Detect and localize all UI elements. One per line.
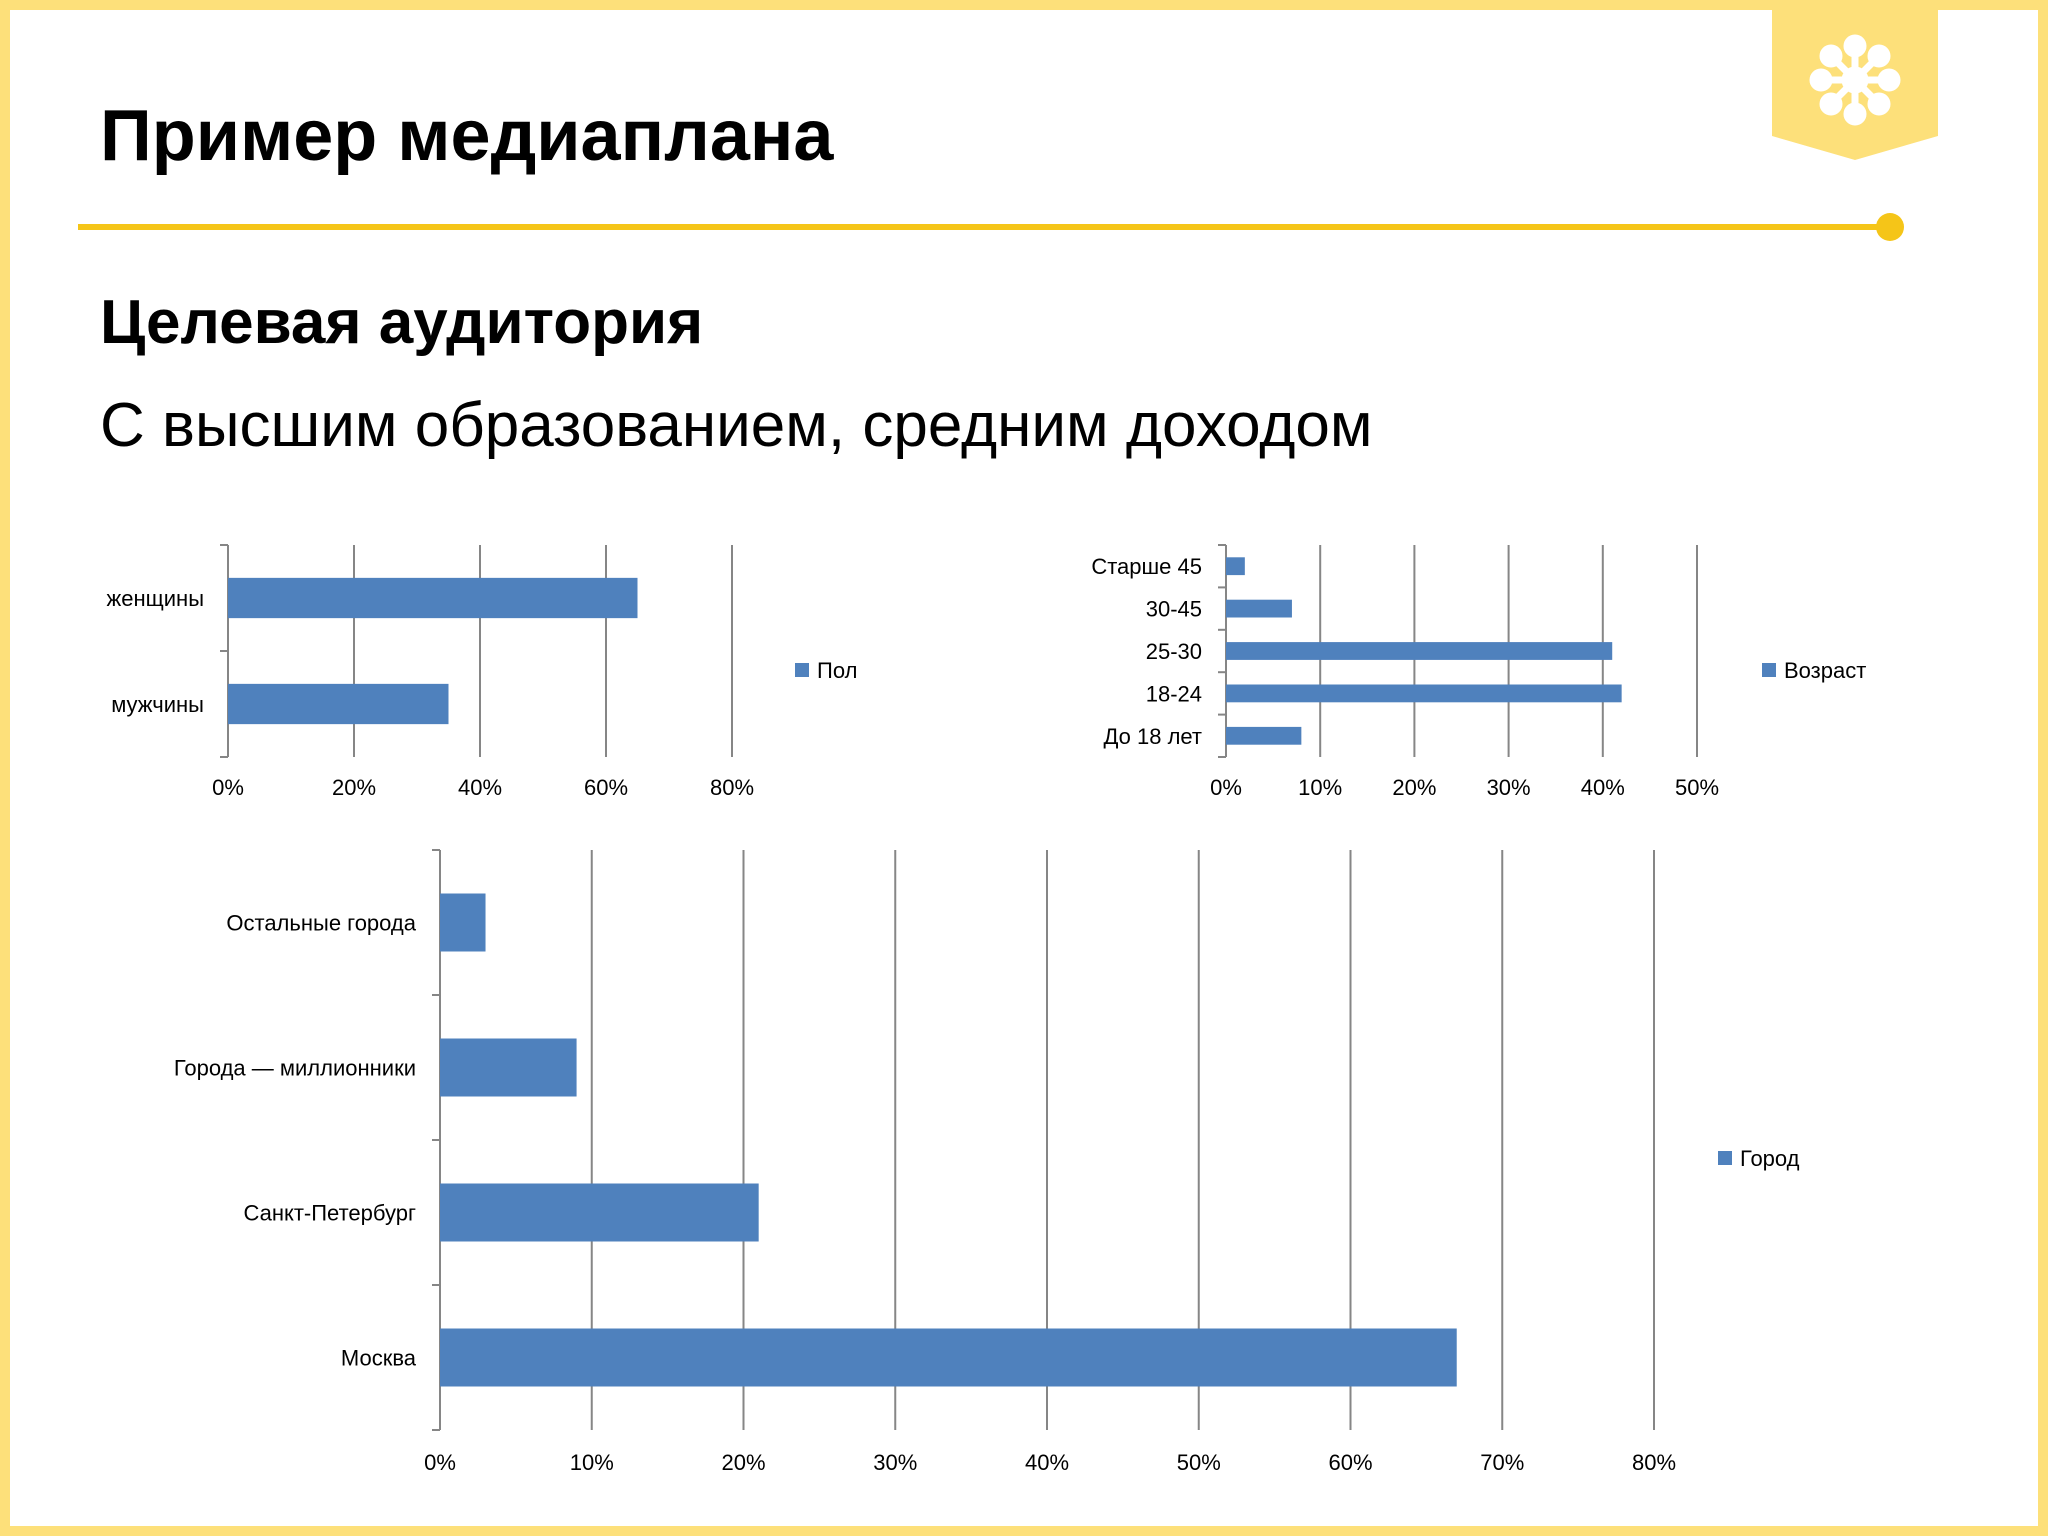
age-bar xyxy=(1226,642,1613,660)
city-x-tick-label: 30% xyxy=(873,1450,917,1475)
gender-legend-swatch xyxy=(795,663,809,677)
city-x-tick-label: 80% xyxy=(1632,1450,1676,1475)
age-x-tick-label: 0% xyxy=(1210,775,1242,800)
city-bar xyxy=(440,1328,1457,1387)
age-x-tick-label: 40% xyxy=(1581,775,1625,800)
city-category-label: Санкт-Петербург xyxy=(243,1201,416,1226)
gender-chart-svg: 0% 20% 40% 60% 80% мужчины женщины Пол xyxy=(107,544,857,800)
age-bar xyxy=(1226,684,1622,703)
age-bar xyxy=(1226,557,1245,576)
city-legend-swatch xyxy=(1718,1151,1732,1165)
gender-x-tick-label: 40% xyxy=(458,775,502,800)
age-x-tick-label: 50% xyxy=(1675,775,1719,800)
city-category-label: Москва xyxy=(341,1346,417,1371)
gender-category-label: мужчины xyxy=(111,692,204,717)
age-category-label: 18-24 xyxy=(1146,681,1202,706)
age-x-tick-label: 10% xyxy=(1298,775,1342,800)
age-category-label: 30-45 xyxy=(1146,597,1202,622)
underline-end-dot xyxy=(1876,213,1904,241)
city-x-tick-label: 50% xyxy=(1177,1450,1221,1475)
age-category-label: 25-30 xyxy=(1146,639,1202,664)
city-chart-svg: 0% 10% 20% 30% 40% 50% 60% 70% 80% Москва Санкт-Пе… xyxy=(174,849,1800,1475)
age-chart: 0% 10% 20% 30% 40% 50% До 18 лет 18-24 25-30 30-4… xyxy=(1000,530,1900,820)
city-x-tick-label: 60% xyxy=(1328,1450,1372,1475)
gender-x-tick-label: 20% xyxy=(332,775,376,800)
city-bar xyxy=(440,1038,577,1097)
city-bar xyxy=(440,893,486,952)
city-x-tick-label: 10% xyxy=(570,1450,614,1475)
gender-bar xyxy=(228,683,449,725)
logo-icon xyxy=(1772,0,1938,160)
age-bar xyxy=(1226,599,1292,618)
city-bar xyxy=(440,1183,759,1242)
gender-legend-label: Пол xyxy=(817,658,857,683)
age-chart-svg: 0% 10% 20% 30% 40% 50% До 18 лет 18-24 25-30 30-4… xyxy=(1091,544,1866,800)
city-x-tick-label: 40% xyxy=(1025,1450,1069,1475)
gender-x-tick-label: 0% xyxy=(212,775,244,800)
city-category-label: Города — миллионники xyxy=(174,1056,416,1081)
audience-description: С высшим образованием, средним доходом xyxy=(100,391,1373,460)
city-category-label: Остальные города xyxy=(226,911,416,936)
age-bar xyxy=(1226,726,1302,745)
city-x-tick-label: 20% xyxy=(721,1450,765,1475)
gender-chart: 0% 20% 40% 60% 80% мужчины женщины Пол xyxy=(0,530,900,820)
age-category-label: Старше 45 xyxy=(1091,554,1202,579)
gender-x-tick-label: 80% xyxy=(710,775,754,800)
age-x-tick-label: 20% xyxy=(1392,775,1436,800)
city-x-tick-label: 0% xyxy=(424,1450,456,1475)
section-heading: Целевая аудитория xyxy=(100,288,704,357)
age-legend-label: Возраст xyxy=(1784,658,1866,683)
age-x-tick-label: 30% xyxy=(1487,775,1531,800)
slide-title: Пример медиаплана xyxy=(100,96,834,176)
city-legend-label: Город xyxy=(1740,1146,1800,1171)
gender-x-tick-label: 60% xyxy=(584,775,628,800)
gender-category-label: женщины xyxy=(107,586,204,611)
title-underline xyxy=(78,224,1892,230)
gender-bar xyxy=(228,577,638,619)
age-category-label: До 18 лет xyxy=(1104,724,1203,749)
age-legend-swatch xyxy=(1762,663,1776,677)
city-chart: 0% 10% 20% 30% 40% 50% 60% 70% 80% Москва Санкт-Пе… xyxy=(100,840,1800,1490)
city-x-tick-label: 70% xyxy=(1480,1450,1524,1475)
